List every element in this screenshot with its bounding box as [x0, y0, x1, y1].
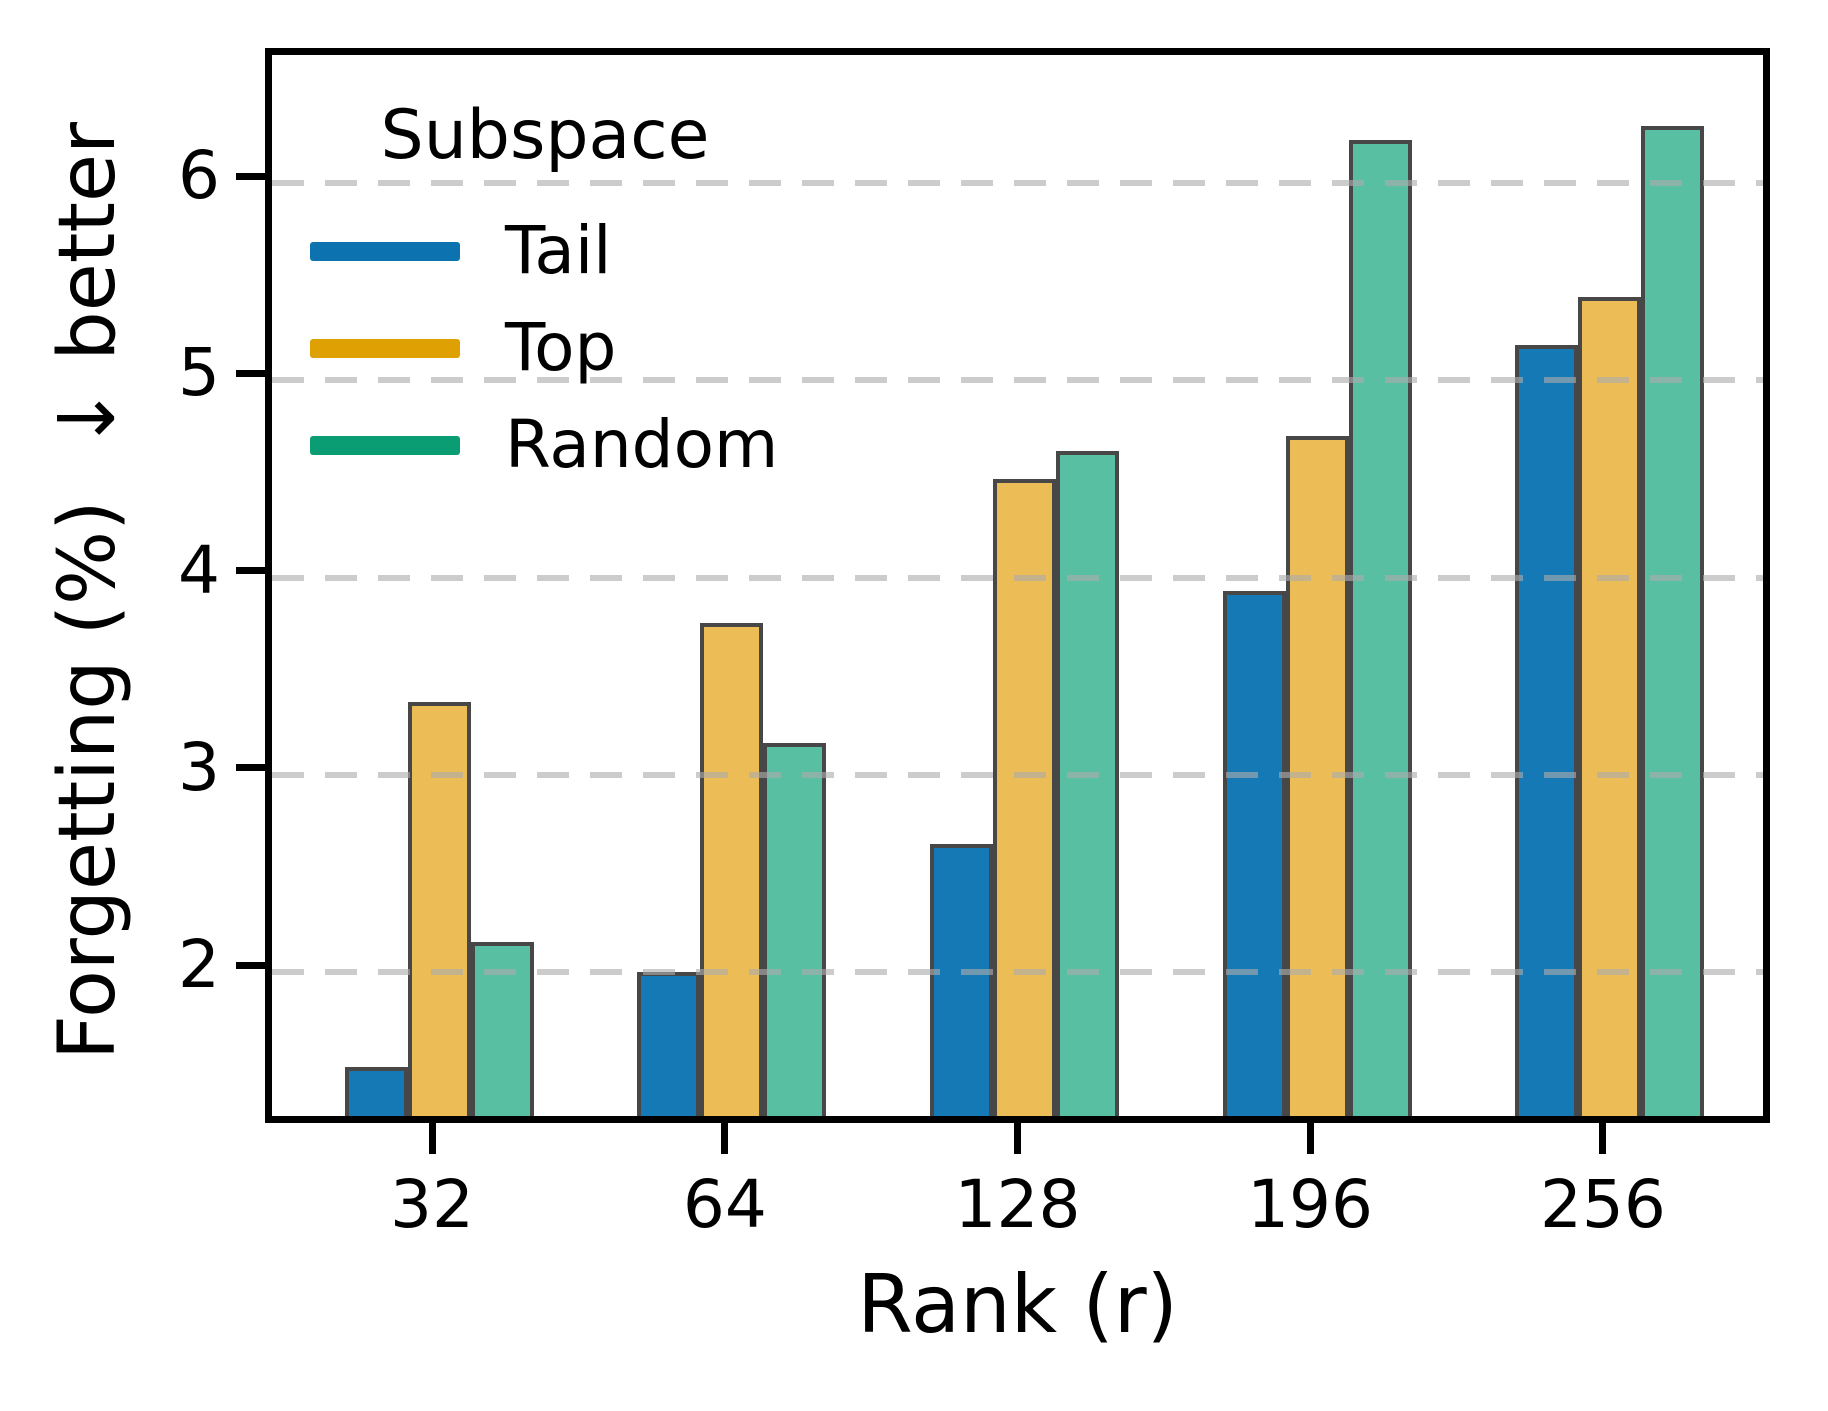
y-tick-mark-4	[236, 567, 265, 575]
y-tick-label-2: 2	[178, 926, 220, 1004]
y-tick-label-5: 5	[178, 334, 220, 412]
bar-random-32	[470, 942, 534, 1116]
bar-top-196	[1285, 435, 1349, 1116]
legend-title: Subspace	[380, 96, 710, 175]
x-tick-mark-196	[1306, 1121, 1314, 1154]
x-tick-mark-128	[1014, 1121, 1021, 1154]
y-tick-mark-2	[236, 961, 265, 969]
bar-random-196	[1348, 139, 1412, 1116]
x-tick-label-128: 128	[954, 1166, 1081, 1243]
bar-top-32	[407, 701, 471, 1116]
x-tick-label-196: 196	[1247, 1166, 1374, 1243]
legend-label-random: Random	[505, 406, 779, 483]
bar-random-128	[1056, 451, 1119, 1116]
y-tick-mark-5	[236, 369, 265, 377]
bar-tail-256	[1515, 344, 1579, 1116]
legend-label-tail: Tail	[505, 212, 612, 289]
legend-item-top: Top	[310, 313, 780, 383]
legend-item-tail: Tail	[310, 216, 780, 286]
bar-tail-196	[1222, 591, 1286, 1116]
bar-random-256	[1641, 125, 1705, 1116]
bar-top-256	[1578, 297, 1642, 1116]
bar-top-128	[993, 478, 1056, 1116]
y-tick-mark-6	[236, 172, 265, 180]
y-tick-mark-3	[236, 764, 265, 772]
x-tick-label-64: 64	[682, 1166, 767, 1243]
plot-area	[265, 48, 1770, 1123]
legend-swatch-random	[310, 435, 460, 455]
bar-random-64	[763, 743, 827, 1116]
x-axis-label: Rank (r)	[857, 1258, 1178, 1351]
legend-swatch-tail	[310, 241, 460, 261]
legend-label-top: Top	[505, 309, 617, 386]
x-tick-label-256: 256	[1539, 1166, 1666, 1243]
legend-item-random: Random	[310, 410, 780, 480]
x-tick-mark-64	[721, 1121, 729, 1154]
y-tick-label-3: 3	[178, 728, 220, 806]
legend: Subspace Tail Top Random	[310, 88, 780, 480]
bar-top-64	[700, 622, 764, 1116]
bar-tail-64	[637, 972, 701, 1116]
y-tick-label-6: 6	[178, 137, 220, 215]
x-tick-mark-256	[1599, 1121, 1607, 1154]
bar-tail-32	[344, 1066, 408, 1116]
y-tick-label-4: 4	[178, 531, 220, 609]
x-tick-mark-32	[428, 1121, 436, 1154]
bar-tail-128	[930, 843, 993, 1116]
legend-swatch-top	[310, 338, 460, 358]
x-tick-label-32: 32	[390, 1166, 475, 1243]
